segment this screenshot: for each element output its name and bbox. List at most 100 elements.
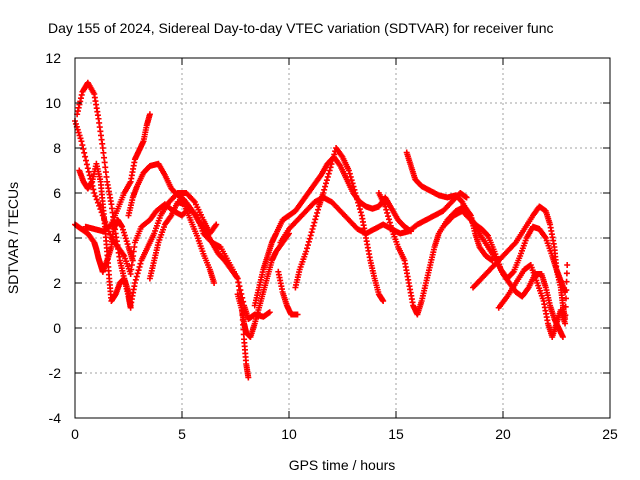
data-points [72, 79, 571, 381]
series-track-3 [76, 160, 134, 311]
data-point [91, 190, 98, 196]
data-point [314, 209, 321, 216]
series-track-12 [292, 145, 387, 304]
y-tick-label: -2 [49, 365, 62, 381]
data-point [463, 194, 470, 201]
series-track-11 [275, 268, 301, 318]
y-tick-label: 10 [45, 95, 61, 111]
data-point [82, 153, 89, 160]
data-point [353, 193, 360, 200]
data-point [75, 129, 82, 136]
data-point [330, 154, 337, 161]
data-point [120, 229, 127, 236]
data-point [563, 287, 570, 294]
series-track-16 [442, 208, 566, 340]
data-point [562, 312, 569, 319]
data-point [563, 270, 570, 277]
data-point [383, 206, 390, 213]
series-track-13 [277, 190, 470, 246]
data-point [345, 167, 352, 174]
data-point [313, 213, 320, 220]
y-tick-label: 8 [53, 140, 61, 156]
data-point [356, 202, 363, 209]
data-point [119, 223, 126, 230]
data-point [92, 193, 99, 200]
series-track-18 [495, 262, 571, 340]
data-point [309, 226, 316, 232]
data-point [559, 334, 566, 340]
data-point [74, 126, 81, 133]
y-tick-label: -4 [49, 410, 62, 426]
x-tick-label: 5 [178, 426, 186, 442]
data-point [564, 262, 571, 268]
y-tick-label: 6 [53, 185, 61, 201]
data-point [355, 199, 362, 206]
data-point [211, 280, 218, 286]
data-point [385, 213, 392, 220]
data-point [72, 120, 79, 127]
data-point [303, 248, 310, 255]
data-point [329, 157, 336, 164]
data-point [315, 206, 322, 213]
data-point [84, 165, 91, 172]
data-point [96, 202, 103, 209]
data-point [352, 190, 359, 196]
data-point [124, 241, 131, 248]
data-point [321, 186, 328, 193]
data-point [484, 231, 491, 238]
x-tick-label: 20 [495, 426, 511, 442]
data-point [349, 180, 356, 187]
data-point [77, 135, 84, 142]
data-point [146, 111, 153, 118]
data-point [78, 138, 85, 145]
series-track-10 [251, 154, 414, 309]
data-point [324, 173, 331, 180]
data-point [122, 235, 129, 242]
data-point [90, 186, 97, 193]
data-point [384, 209, 391, 216]
data-point [304, 245, 311, 252]
data-point [563, 278, 570, 285]
x-axis-title: GPS time / hours [289, 457, 396, 473]
data-point [213, 221, 220, 228]
x-tick-label: 15 [388, 426, 404, 442]
data-point [331, 151, 338, 158]
data-point [294, 311, 301, 318]
data-point [351, 186, 358, 193]
series-track-9 [234, 230, 292, 340]
data-point [386, 219, 393, 226]
data-point [137, 260, 144, 267]
data-point [348, 177, 355, 184]
data-point [119, 226, 126, 233]
data-point [562, 295, 569, 302]
series-track-6 [99, 217, 136, 275]
data-point [134, 270, 141, 277]
chart-title: Day 155 of 2024, Sidereal Day-to-day VTE… [48, 20, 554, 36]
y-tick-label: 4 [53, 230, 61, 246]
data-point [328, 161, 335, 168]
data-point [135, 267, 142, 274]
data-point [311, 219, 318, 226]
data-point [310, 222, 317, 229]
data-point [76, 132, 83, 139]
data-point [83, 161, 90, 168]
data-point [304, 242, 311, 249]
data-point [80, 145, 87, 152]
data-point [327, 164, 334, 171]
series-track-17 [470, 203, 569, 322]
y-tick-label: 12 [45, 50, 61, 66]
axis-ticks: 0 5 10 15 20 25 -4 -2 0 2 4 6 8 10 12 [45, 50, 618, 442]
data-point [357, 209, 364, 216]
data-point [326, 167, 333, 174]
y-axis-title: SDTVAR / TECUs [5, 182, 21, 294]
data-point [325, 170, 332, 177]
data-point [346, 170, 353, 177]
data-point [382, 203, 389, 210]
data-point [129, 257, 136, 264]
y-tick-label: 0 [53, 320, 61, 336]
data-point [94, 199, 101, 206]
data-point [123, 238, 130, 245]
data-point [312, 216, 319, 223]
data-point [356, 206, 363, 213]
